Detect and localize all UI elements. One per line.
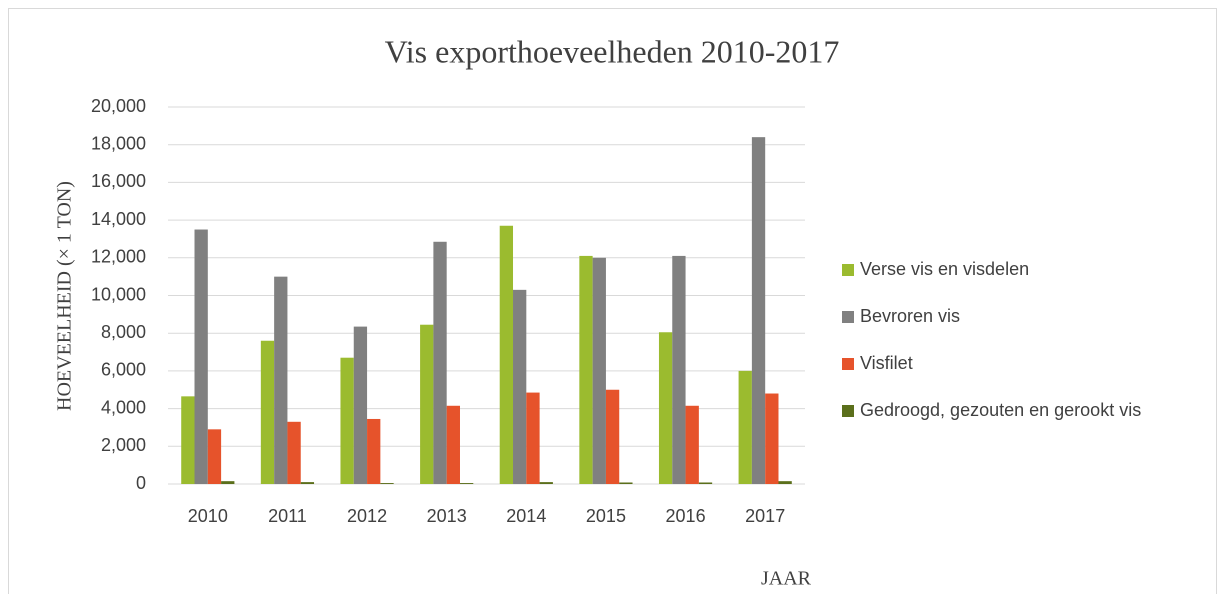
x-tick-label: 2011 bbox=[268, 506, 307, 526]
bar bbox=[353, 326, 368, 484]
x-tick-label: 2010 bbox=[188, 506, 228, 526]
bar bbox=[738, 370, 752, 484]
y-axis-label: HOEVEELHEID (× 1 TON) bbox=[54, 181, 76, 411]
x-tick-label: 2013 bbox=[427, 506, 467, 526]
bar bbox=[274, 276, 288, 484]
legend-label: Verse vis en visdelen bbox=[860, 259, 1029, 279]
y-tick-label: 6,000 bbox=[101, 360, 146, 380]
legend-label: Bevroren vis bbox=[860, 306, 960, 326]
bar bbox=[446, 405, 460, 484]
bar bbox=[605, 389, 620, 484]
chart-title: Vis exporthoeveelheden 2010-2017 bbox=[385, 33, 840, 69]
bar bbox=[765, 393, 779, 484]
x-axis-label: JAAR bbox=[761, 568, 812, 590]
bar bbox=[778, 481, 792, 484]
x-tick-label: 2017 bbox=[745, 506, 785, 526]
bar bbox=[260, 340, 275, 484]
bar bbox=[685, 405, 699, 484]
bar bbox=[367, 418, 381, 484]
bar bbox=[698, 482, 713, 484]
bar bbox=[526, 392, 540, 484]
bar bbox=[459, 483, 474, 484]
bar bbox=[433, 241, 447, 484]
legend-swatch bbox=[842, 358, 854, 370]
legend-swatch bbox=[842, 264, 854, 276]
bar bbox=[658, 332, 673, 484]
bar bbox=[340, 357, 354, 484]
legend-label: Visfilet bbox=[860, 353, 913, 373]
bar bbox=[751, 137, 766, 484]
bar bbox=[619, 482, 633, 484]
y-tick-label: 16,000 bbox=[91, 171, 146, 191]
bar bbox=[207, 429, 222, 484]
bar bbox=[539, 482, 553, 484]
legend-swatch bbox=[842, 311, 854, 323]
legend-label: Gedroogd, gezouten en gerookt vis bbox=[860, 400, 1141, 420]
bar bbox=[420, 324, 434, 484]
y-tick-label: 14,000 bbox=[91, 209, 146, 229]
bar bbox=[579, 255, 593, 484]
bar bbox=[513, 289, 527, 484]
x-tick-label: 2015 bbox=[586, 506, 626, 526]
bar bbox=[499, 225, 514, 484]
x-tick-label: 2012 bbox=[347, 506, 387, 526]
x-tick-label: 2016 bbox=[666, 506, 706, 526]
y-tick-label: 18,000 bbox=[91, 133, 146, 153]
bar bbox=[300, 482, 315, 484]
y-tick-label: 0 bbox=[136, 473, 146, 493]
legend-swatch bbox=[842, 405, 854, 417]
chart-frame bbox=[8, 8, 1217, 594]
bar bbox=[287, 421, 301, 484]
bar bbox=[181, 396, 195, 484]
bar bbox=[592, 257, 606, 484]
y-tick-label: 2,000 bbox=[101, 435, 146, 455]
x-tick-label: 2014 bbox=[506, 506, 546, 526]
y-tick-label: 20,000 bbox=[91, 96, 146, 116]
bar bbox=[672, 255, 686, 484]
bar bbox=[194, 229, 208, 484]
y-tick-label: 8,000 bbox=[101, 322, 146, 342]
y-tick-label: 4,000 bbox=[101, 397, 146, 417]
bar bbox=[380, 483, 394, 484]
bar bbox=[221, 481, 235, 484]
y-tick-label: 10,000 bbox=[91, 284, 146, 304]
y-tick-label: 12,000 bbox=[91, 247, 146, 267]
